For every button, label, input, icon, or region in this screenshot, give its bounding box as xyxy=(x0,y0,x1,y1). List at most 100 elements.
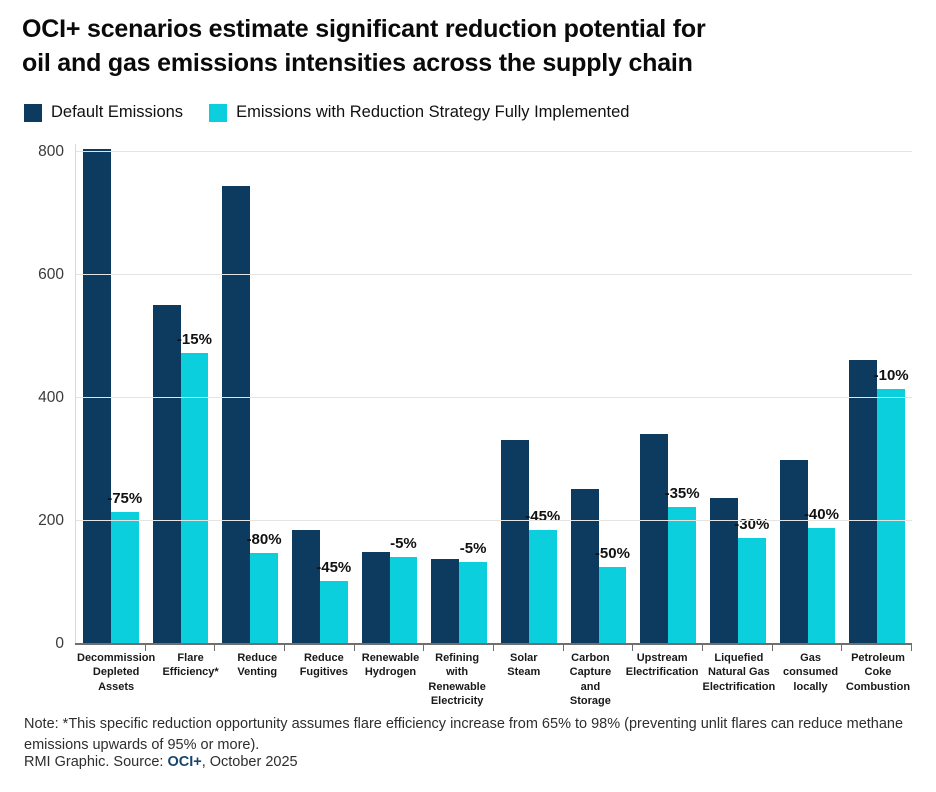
bar-reduced-emissions: -15% xyxy=(177,331,212,644)
category-label: Reduce Fugitives xyxy=(299,652,348,679)
legend-item-reduced: Emissions with Reduction Strategy Fully … xyxy=(209,103,629,122)
plot-area: -75% -15% -80% -45% -5% -5% -45% -50% -35% -30% -4… xyxy=(38,143,912,652)
category-labels: Decommission Depleted Assets Flare Effici… xyxy=(75,651,912,708)
bar-reduced-emissions: -45% xyxy=(316,559,351,644)
bar-group: -5% xyxy=(355,144,425,644)
bar-group: -45% xyxy=(494,144,564,644)
x-axis-tick xyxy=(493,645,494,651)
bar-default-emissions xyxy=(640,434,669,644)
bar-group: -40% xyxy=(773,144,843,644)
bar-reduced-emissions: -5% xyxy=(459,540,488,644)
x-axis-tick xyxy=(841,645,843,651)
x-axis-line xyxy=(75,643,912,645)
bar-group: -35% xyxy=(633,144,703,644)
bar-reduced-emissions: -40% xyxy=(804,506,839,644)
y-tick-label-0: 0 xyxy=(55,635,64,652)
x-axis-tick xyxy=(632,645,634,651)
bar-group: -50% xyxy=(564,144,634,644)
bar-reduced-emissions: -5% xyxy=(389,535,418,644)
legend-swatch-reduced xyxy=(209,103,228,122)
category-label: Upstream Electrification xyxy=(625,652,699,679)
y-tick-label-400: 400 xyxy=(38,389,64,406)
bar-group: -10% xyxy=(842,144,912,644)
legend: Default Emissions Emissions with Reducti… xyxy=(24,103,629,122)
gridline-800 xyxy=(76,151,912,152)
bar-default-emissions xyxy=(152,304,181,644)
bar-default-emissions xyxy=(849,360,878,644)
chart-title: OCI+ scenarios estimate significant redu… xyxy=(22,15,706,77)
category-label: Renewable Hydrogen xyxy=(361,652,420,679)
bar-group: -75% xyxy=(76,144,146,644)
bar-group: -80% xyxy=(215,144,285,644)
footnote: Note: *This specific reduction opportuni… xyxy=(24,716,904,754)
category-label: Flare Efficiency* xyxy=(162,652,219,679)
category-label: Petroleum Coke Combustion xyxy=(845,652,911,693)
reduction-percent-label: -40% xyxy=(803,506,839,524)
bar-default-emissions xyxy=(83,148,111,644)
category-label: Carbon Capture and Storage xyxy=(569,652,612,707)
bar-reduced-emissions: -35% xyxy=(665,485,700,644)
x-axis-tick xyxy=(284,645,285,651)
gridline-400 xyxy=(76,397,912,398)
bar-reduced-emissions: -30% xyxy=(734,516,769,644)
bar-default-emissions xyxy=(710,497,738,644)
bar-default-emissions xyxy=(779,459,808,644)
x-axis-tick xyxy=(214,645,216,651)
bar-default-emissions xyxy=(361,551,390,644)
bar-reduced-emissions: -45% xyxy=(525,508,560,644)
bar-default-emissions xyxy=(222,186,251,644)
bar-reduced-emissions: -50% xyxy=(595,545,630,644)
reduction-percent-label: -35% xyxy=(664,484,700,502)
source-suffix: , October 2025 xyxy=(201,754,298,770)
bar-default-emissions xyxy=(501,440,529,644)
bar-reduced-emissions: -75% xyxy=(107,490,142,644)
reduction-percent-label: -45% xyxy=(525,508,561,526)
reduction-percent-label: -45% xyxy=(316,559,352,577)
source-link[interactable]: OCI+ xyxy=(167,754,202,770)
category-label: Decommission Depleted Assets xyxy=(77,652,156,693)
bar-default-emissions xyxy=(570,489,599,644)
reduction-percent-label: -5% xyxy=(459,539,487,557)
y-tick-label-800: 800 xyxy=(38,143,64,160)
bar-group: -15% xyxy=(146,144,216,644)
reduction-percent-label: -10% xyxy=(873,367,909,385)
reduction-percent-label: -5% xyxy=(390,535,417,553)
legend-label-default: Default Emissions xyxy=(51,103,184,121)
source-line: RMI Graphic. Source: OCI+, October 2025 xyxy=(24,754,298,770)
x-axis-tick xyxy=(423,645,425,651)
legend-swatch-default xyxy=(24,103,42,122)
x-axis-tick xyxy=(702,645,703,651)
legend-label-reduced: Emissions with Reduction Strategy Fully … xyxy=(236,103,630,121)
x-axis-tick xyxy=(562,645,564,651)
bar-group: -30% xyxy=(703,144,773,644)
y-tick-label-200: 200 xyxy=(38,512,64,529)
bar-default-emissions xyxy=(292,530,320,644)
source-prefix: RMI Graphic. Source: xyxy=(24,754,168,770)
reduction-percent-label: -80% xyxy=(246,530,282,548)
bar-groups: -75% -15% -80% -45% -5% -5% -45% -50% -35% -30% -4… xyxy=(76,144,912,644)
x-axis-tick xyxy=(911,645,912,651)
x-axis-tick xyxy=(771,645,773,651)
x-axis-tick xyxy=(144,645,146,651)
bar-chart: -75% -15% -80% -45% -5% -5% -45% -50% -35% -30% -4… xyxy=(0,140,936,720)
bar-reduced-emissions: -10% xyxy=(874,367,909,644)
category-label: Solar Steam xyxy=(507,652,541,679)
bar-default-emissions xyxy=(431,558,460,644)
reduction-percent-label: -75% xyxy=(107,489,143,507)
gridline-600 xyxy=(76,274,912,275)
category-label: Reduce Venting xyxy=(237,652,278,679)
bar-group: -45% xyxy=(285,144,355,644)
gridline-200 xyxy=(76,520,912,521)
reduction-percent-label: -15% xyxy=(176,331,212,349)
y-tick-label-600: 600 xyxy=(38,266,64,283)
reduction-percent-label: -50% xyxy=(594,544,630,562)
category-label: Liquefied Natural Gas Electrification xyxy=(702,652,776,693)
category-label: Gas consumed locally xyxy=(783,652,839,693)
legend-item-default: Default Emissions xyxy=(24,103,183,122)
reduction-percent-label: -30% xyxy=(734,515,770,533)
x-axis-tick xyxy=(353,645,355,651)
bar-group: -5% xyxy=(424,144,494,644)
category-label: Refining with Renewable Electricity xyxy=(428,652,486,707)
bar-reduced-emissions: -80% xyxy=(247,531,282,644)
